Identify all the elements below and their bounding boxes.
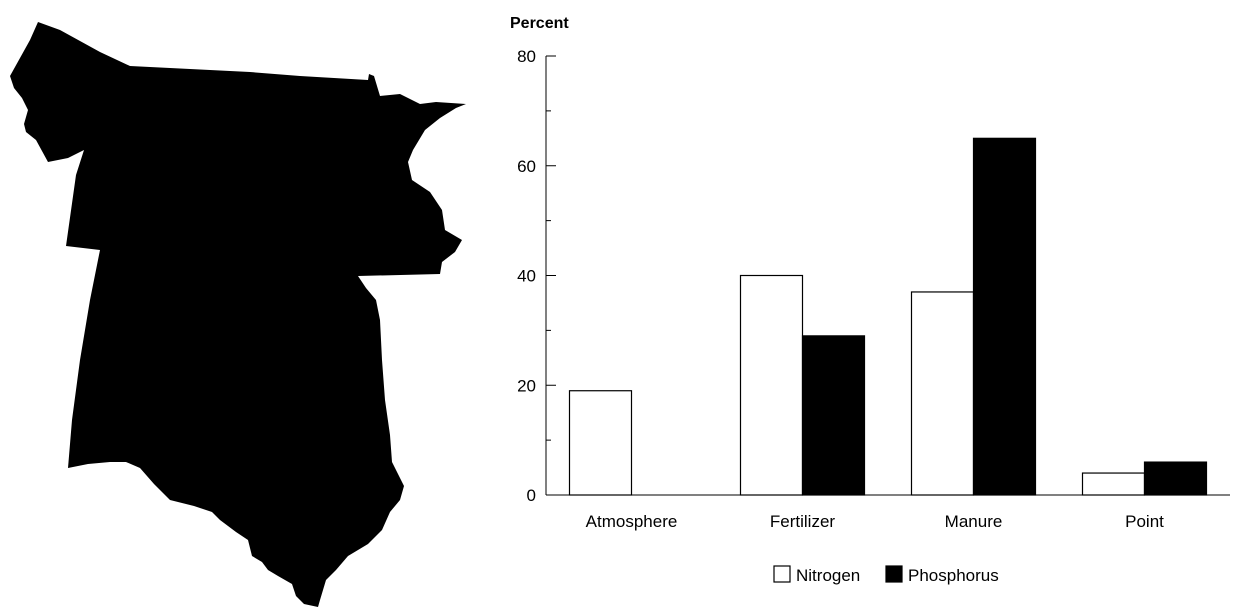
bar-nitrogen-manure	[910, 291, 975, 496]
legend-label-phosphorus: Phosphorus	[908, 566, 999, 585]
category-label-manure: Manure	[945, 512, 1003, 531]
bar-nitrogen-point	[1081, 472, 1146, 496]
region-map-silhouette-icon	[10, 22, 466, 607]
legend-label-nitrogen: Nitrogen	[796, 566, 860, 585]
y-tick-label: 20	[517, 376, 536, 395]
category-label-fertilizer: Fertilizer	[770, 512, 836, 531]
y-tick-label: 60	[517, 157, 536, 176]
bar-nitrogen-atmosphere	[568, 390, 633, 496]
category-labels: Atmosphere Fertilizer Manure Point	[586, 512, 1164, 531]
legend-swatch-nitrogen	[773, 565, 791, 583]
bar-phosphorus-fertilizer	[801, 335, 866, 496]
bar-phosphorus-point	[1143, 461, 1208, 496]
category-label-atmosphere: Atmosphere	[586, 512, 678, 531]
y-tick-label: 40	[517, 267, 536, 286]
chart: Percent 0 20 40 60 80 Atmosphere Fertilizer Ma…	[510, 15, 1230, 585]
bar-phosphorus-manure	[972, 137, 1037, 496]
bars	[568, 137, 1208, 496]
category-label-point: Point	[1125, 512, 1164, 531]
y-tick-label: 0	[527, 486, 536, 505]
y-tick-label: 80	[517, 47, 536, 66]
legend-swatch-phosphorus	[885, 565, 903, 583]
legend: Nitrogen Phosphorus	[773, 565, 999, 585]
y-axis-label: Percent	[510, 15, 569, 32]
bar-nitrogen-fertilizer	[739, 274, 804, 496]
region-map-shape	[10, 22, 466, 607]
y-axis-ticks: 0 20 40 60 80	[517, 47, 556, 505]
